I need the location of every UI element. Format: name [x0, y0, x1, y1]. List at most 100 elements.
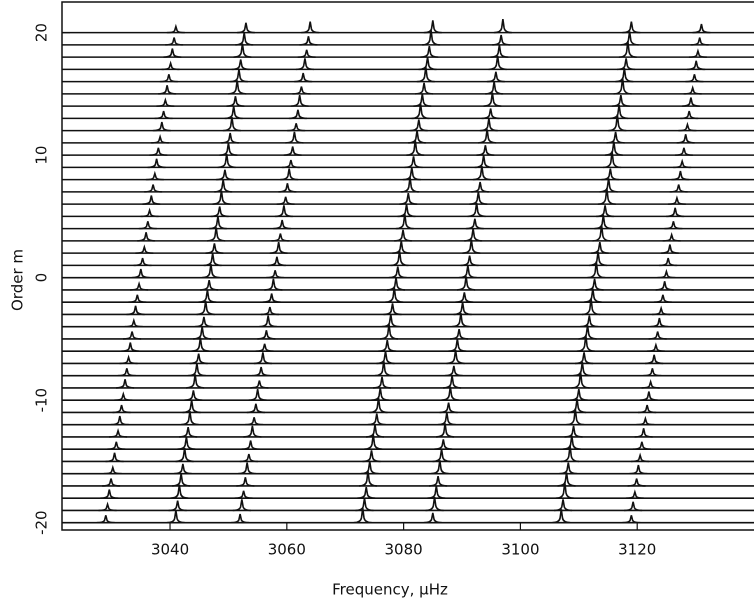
spectral-peak — [273, 219, 292, 230]
spectral-peak — [469, 191, 488, 205]
spectral-peak — [450, 328, 469, 340]
x-tick-label: 3120 — [618, 541, 656, 559]
spectral-peak — [427, 485, 446, 499]
spectral-peak — [458, 265, 477, 279]
spectral-peak — [196, 300, 215, 316]
spectral-peak — [554, 499, 573, 512]
x-tick-label: 3100 — [501, 541, 539, 559]
spectral-peak — [483, 92, 502, 107]
spectral-peak — [280, 168, 299, 181]
spectral-peak — [423, 512, 442, 524]
spectral-peak — [589, 251, 608, 267]
axes-frame — [61, 1, 754, 531]
spectral-peak — [238, 462, 257, 475]
spectral-peak — [667, 195, 686, 205]
x-tick-label: 3040 — [151, 541, 189, 559]
spectral-peak — [439, 402, 458, 414]
spectral-peak — [205, 243, 224, 254]
spectral-peak — [402, 167, 421, 181]
spectral-peak — [590, 241, 609, 254]
spectral-peak — [212, 190, 231, 205]
spectral-peak — [184, 390, 203, 401]
spectral-peak — [611, 94, 630, 107]
spectral-peak — [245, 417, 264, 426]
spectral-peak — [415, 82, 434, 95]
spectral-peak — [253, 352, 272, 365]
spectral-peak — [674, 147, 693, 156]
spectral-peak — [226, 96, 245, 107]
spectral-peak — [152, 121, 171, 132]
spectral-peak — [646, 342, 665, 352]
y-axis-label: Order m — [9, 249, 27, 311]
spectral-peak — [107, 441, 126, 450]
spectral-peak — [269, 241, 288, 254]
spectral-peak — [105, 452, 124, 463]
spectral-peak — [274, 205, 293, 218]
spectral-peak — [596, 205, 615, 218]
spectral-peak — [119, 354, 138, 365]
traces — [62, 19, 754, 524]
spectral-peak — [117, 368, 136, 377]
spectral-peak — [666, 207, 685, 218]
spectral-peak — [215, 169, 234, 181]
spectral-peak — [221, 132, 240, 144]
spectral-peak — [479, 118, 498, 132]
spectral-peak — [297, 49, 316, 58]
spectral-peak — [488, 55, 507, 71]
spectral-peak — [683, 84, 702, 95]
spectral-peak — [371, 387, 390, 401]
spectral-peak — [186, 374, 205, 389]
spectral-peak — [676, 134, 695, 144]
spectral-peak — [585, 278, 604, 291]
spectral-peak — [142, 195, 161, 205]
spectral-peak — [210, 206, 229, 218]
spectral-peak — [446, 349, 465, 365]
spectral-peak — [102, 478, 121, 487]
spectral-peak — [231, 59, 250, 71]
spectral-peak — [271, 233, 290, 242]
spectral-peak — [638, 404, 657, 414]
spectral-peak — [559, 462, 578, 475]
spectral-peak — [641, 378, 660, 389]
spectral-peak — [180, 411, 199, 426]
spectral-peak — [292, 86, 311, 95]
spectral-peak — [451, 313, 470, 328]
spectral-peak — [425, 496, 444, 512]
spectral-peak — [660, 244, 679, 254]
spectral-peak — [259, 315, 278, 328]
spectral-peak — [182, 400, 201, 414]
spectral-peak — [625, 489, 644, 499]
spectral-peak — [687, 60, 706, 71]
spectral-peak — [232, 499, 251, 512]
spectral-peak — [207, 227, 226, 242]
spectral-peak — [481, 108, 500, 120]
spectral-peak — [462, 239, 481, 254]
spectral-peak — [175, 447, 194, 463]
spectral-peak — [264, 278, 283, 291]
spectral-peak — [648, 331, 667, 340]
spectral-peak — [465, 218, 484, 230]
spectral-peak — [193, 326, 212, 340]
spectral-peak — [224, 106, 243, 120]
spectral-peak — [96, 515, 115, 524]
spectral-peak — [378, 339, 397, 352]
spectral-peak — [690, 37, 709, 46]
spectral-peak — [159, 74, 178, 83]
spectral-peak — [166, 23, 185, 34]
y-tick-label: -20 — [33, 510, 51, 535]
spectral-peak — [478, 129, 497, 144]
spectral-peak — [420, 45, 439, 58]
spectral-peak — [295, 58, 314, 71]
spectral-peak — [652, 305, 671, 316]
spectral-peak — [219, 142, 238, 156]
spectral-peak — [135, 244, 154, 254]
spectral-peak — [568, 398, 587, 414]
spectral-peak — [413, 93, 432, 107]
spectral-peak — [179, 426, 198, 438]
spectral-peak — [645, 354, 664, 365]
spectral-peak — [194, 316, 213, 328]
spectral-peak — [231, 513, 250, 524]
spectral-peak — [172, 473, 191, 487]
spectral-peak — [299, 36, 318, 46]
